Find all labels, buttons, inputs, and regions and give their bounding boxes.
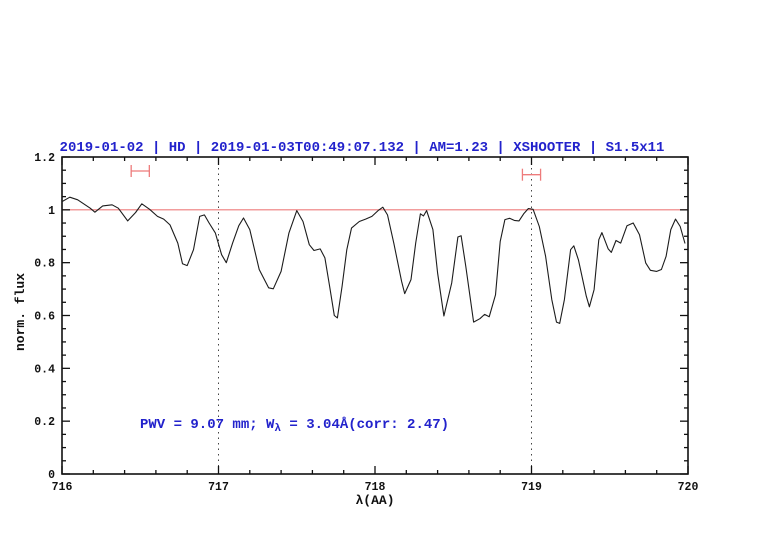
plot-frame: [61, 156, 689, 475]
x-tick-label: 717: [208, 481, 229, 494]
x-tick-label: 719: [521, 481, 542, 494]
x-tick-label: 718: [365, 481, 386, 494]
chart-title: 2019-01-02 | HD | 2019-01-03T00:49:07.13…: [60, 140, 665, 156]
y-tick-label: 0.6: [34, 311, 55, 324]
y-tick-label: 0.8: [34, 258, 55, 271]
y-tick-label: 0: [48, 469, 55, 482]
ticks-layer: 716 717 718 719 720 0 0.2 0.4 0.6 0.8 1 1.2: [34, 152, 698, 494]
x-tick-label: 716: [52, 481, 73, 494]
pwv-annotation-sub: λ: [274, 423, 281, 435]
y-axis-label: norm. flux: [13, 273, 28, 351]
x-tick-label: 720: [678, 481, 699, 494]
y-tick-label: 1.2: [34, 152, 55, 165]
pwv-annotation-pre: PWV = 9.07 mm; W: [140, 417, 275, 433]
guides-layer: [62, 157, 688, 474]
pwv-annotation-post: = 3.04Å(corr: 2.47): [281, 416, 449, 433]
y-tick-label: 0.4: [34, 363, 55, 376]
spectrum-line: [61, 196, 686, 324]
y-tick-label: 0.2: [34, 416, 55, 429]
x-axis-label: λ(AA): [355, 493, 394, 508]
pwv-annotation: PWV = 9.07 mm; Wλ = 3.04Å(corr: 2.47): [140, 416, 449, 435]
y-tick-label: 1: [48, 205, 55, 218]
